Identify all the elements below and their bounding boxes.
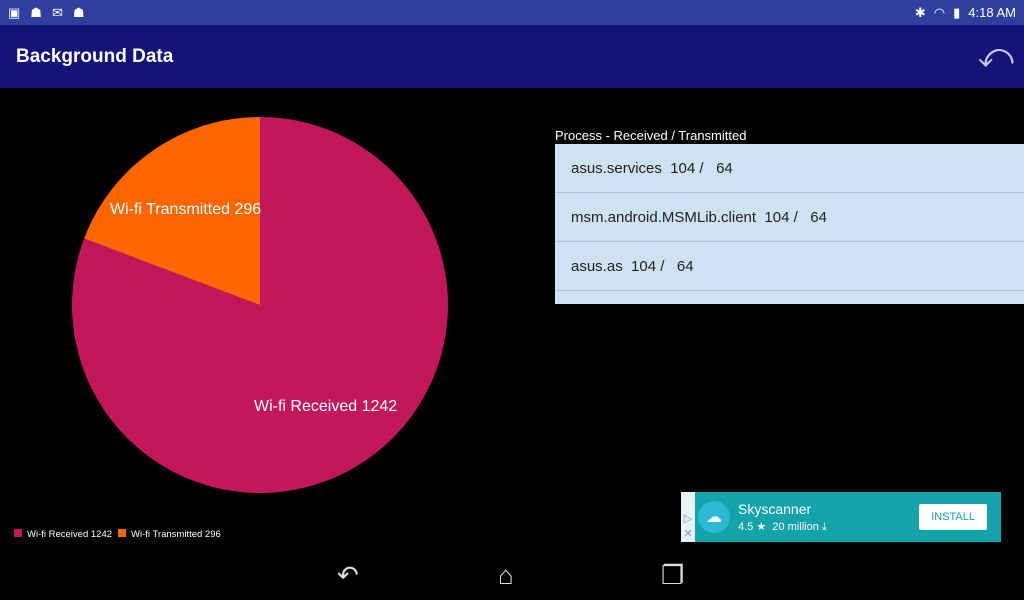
chart-legend: Wi-fi Received 1242 Wi-fi Transmitted 29… [14, 529, 221, 540]
battery-icon: ▮ [953, 4, 961, 20]
legend-item-received: Wi-fi Received 1242 [14, 529, 112, 540]
adchoices-icon[interactable]: ▷ [683, 513, 693, 525]
nav-back-icon[interactable]: ↶ [337, 560, 359, 590]
android-icon: ☗ [72, 4, 85, 20]
mail-icon: ✉ [51, 4, 63, 20]
photo-icon: ▣ [8, 4, 21, 20]
star-icon: ★ [756, 520, 767, 533]
page-title: Background Data [16, 45, 174, 67]
bluetooth-icon: ✱ [914, 4, 926, 20]
android-icon: ☗ [30, 4, 42, 20]
ad-app-name: Skyscanner [738, 500, 812, 517]
skyscanner-logo: ☁ [698, 501, 730, 533]
close-ad-icon[interactable]: ✕ [683, 528, 693, 540]
app-bar: Background Data ⤺ [0, 25, 1024, 88]
nav-home-icon[interactable]: ⌂ [498, 560, 514, 590]
back-icon[interactable]: ⤺ [977, 37, 1014, 75]
legend-item-transmitted: Wi-fi Transmitted 296 [118, 529, 221, 540]
pie-slice-transmitted [84, 117, 260, 305]
status-bar: ▣ ☗ ✉ ☗ ✱ ◠ ▮ 4:18 AM [0, 0, 1024, 25]
download-icon: ⤓ [821, 520, 827, 533]
list-item[interactable]: msm.android.MSMLib.client 104 / 64 [555, 193, 1024, 242]
ad-rating: 4.5 [738, 520, 754, 533]
process-list-header: Process - Received / Transmitted [555, 128, 747, 143]
pie-slice-received [72, 117, 448, 493]
nav-recents-icon[interactable]: ❐ [661, 560, 685, 590]
wifi-icon: ◠ [933, 4, 946, 20]
slice-label-received: Wi-fi Received 1242 [254, 398, 398, 415]
list-item[interactable]: asus.services 104 / 64 [555, 144, 1024, 193]
list-item[interactable]: asus.as 104 / 64 [555, 242, 1024, 291]
slice-label-transmitted: Wi-fi Transmitted 296 [110, 201, 262, 218]
clock: 4:18 AM [968, 5, 1016, 20]
process-list[interactable]: asus.services 104 / 64 msm.android.MSMLi… [555, 144, 1024, 304]
ad-banner[interactable]: ▷ ✕ ☁ Skyscanner 4.5 ★ 20 million ⤓ INSTA… [681, 492, 1001, 542]
pie-chart [72, 117, 448, 493]
ad-installs: 20 million [772, 520, 819, 533]
install-button[interactable]: INSTALL [919, 504, 987, 530]
